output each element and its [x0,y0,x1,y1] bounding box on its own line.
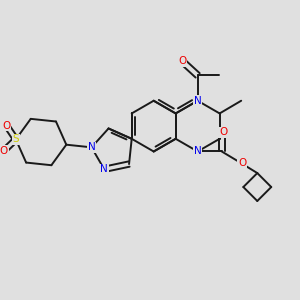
Text: O: O [238,158,246,168]
Text: N: N [194,96,202,106]
Text: N: N [88,142,95,152]
Text: O: O [219,128,227,137]
Text: N: N [100,164,108,174]
Text: N: N [194,146,202,157]
Text: S: S [13,134,19,144]
Text: O: O [0,146,8,156]
Text: O: O [2,121,11,131]
Text: O: O [178,56,187,66]
